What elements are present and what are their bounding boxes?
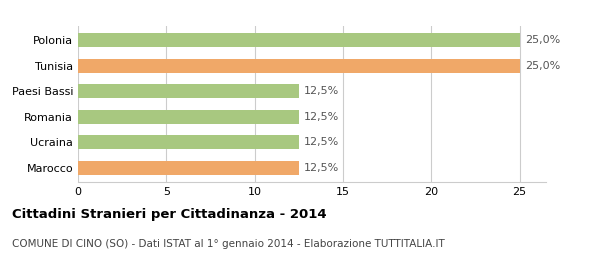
Bar xyxy=(78,84,299,98)
Text: 12,5%: 12,5% xyxy=(304,137,340,147)
Bar xyxy=(78,161,299,175)
Bar xyxy=(78,135,299,149)
Text: 25,0%: 25,0% xyxy=(525,61,560,71)
Bar xyxy=(78,110,299,124)
Text: 12,5%: 12,5% xyxy=(304,112,340,122)
Text: Cittadini Stranieri per Cittadinanza - 2014: Cittadini Stranieri per Cittadinanza - 2… xyxy=(12,208,326,221)
Bar xyxy=(78,59,520,73)
Text: COMUNE DI CINO (SO) - Dati ISTAT al 1° gennaio 2014 - Elaborazione TUTTITALIA.IT: COMUNE DI CINO (SO) - Dati ISTAT al 1° g… xyxy=(12,239,445,249)
Bar xyxy=(78,33,520,47)
Text: 25,0%: 25,0% xyxy=(525,35,560,45)
Text: 12,5%: 12,5% xyxy=(304,86,340,96)
Text: 12,5%: 12,5% xyxy=(304,163,340,173)
